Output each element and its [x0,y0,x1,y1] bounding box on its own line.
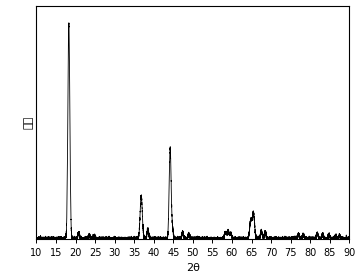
X-axis label: 2θ: 2θ [186,263,200,273]
Y-axis label: 强度: 强度 [23,116,34,129]
